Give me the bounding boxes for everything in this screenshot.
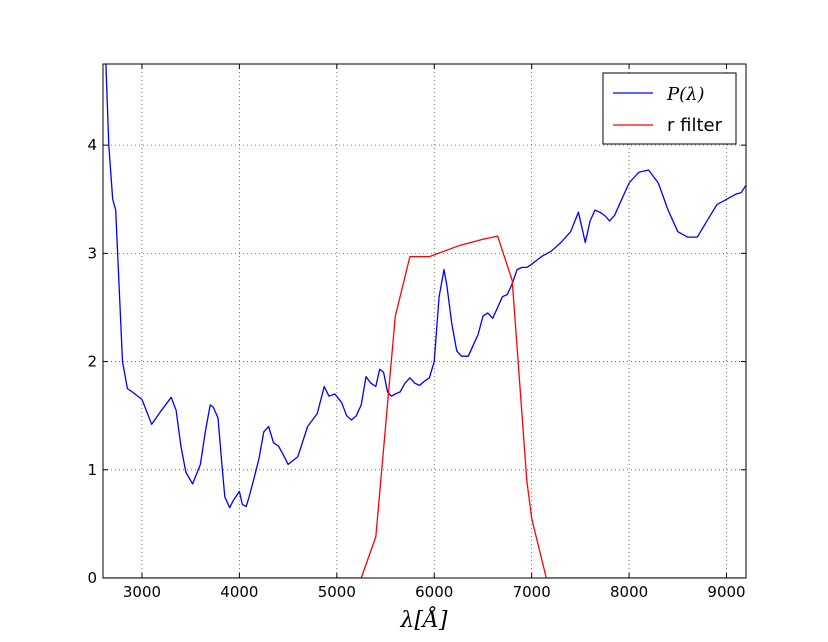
y-tick-labels: 0 1 2 3 4 bbox=[87, 136, 97, 587]
x-tick-labels: 3000 4000 5000 6000 7000 8000 9000 bbox=[123, 583, 746, 601]
legend-label-r-filter: r filter bbox=[667, 115, 723, 136]
series-r-filter-line bbox=[103, 235, 746, 578]
legend-label-p-lambda: P(λ) bbox=[666, 84, 705, 105]
legend: P(λ) r filter bbox=[602, 72, 737, 145]
y-tick-label: 2 bbox=[87, 353, 97, 371]
x-tick-label: 5000 bbox=[318, 583, 356, 601]
series-layer bbox=[103, 64, 746, 578]
x-tick-label: 6000 bbox=[415, 583, 453, 601]
x-tick-label: 4000 bbox=[220, 583, 258, 601]
x-tick-label: 8000 bbox=[610, 583, 648, 601]
x-axis-label: λ[Å] bbox=[400, 605, 448, 633]
y-tick-label: 1 bbox=[87, 461, 97, 479]
tick-marks bbox=[103, 64, 746, 579]
plot-frame bbox=[102, 63, 747, 579]
series-p-lambda-line bbox=[105, 64, 746, 509]
y-tick-label: 4 bbox=[87, 136, 97, 154]
x-tick-label: 7000 bbox=[513, 583, 551, 601]
y-tick-label: 3 bbox=[87, 244, 97, 262]
x-tick-label: 9000 bbox=[707, 583, 745, 601]
y-tick-label: 0 bbox=[87, 569, 97, 587]
legend-box bbox=[602, 72, 737, 145]
x-tick-label: 3000 bbox=[123, 583, 161, 601]
